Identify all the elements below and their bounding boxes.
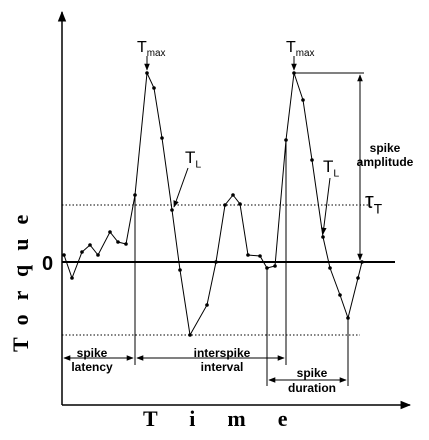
trace-point xyxy=(152,86,156,90)
amplitude-label: amplitude xyxy=(357,155,414,169)
tmax-label-sub: max xyxy=(296,48,315,59)
trace-point xyxy=(133,193,137,197)
duration-label: duration xyxy=(288,381,336,395)
tl-label: TL xyxy=(185,148,201,170)
trace-point xyxy=(321,235,325,239)
tmax-label: Tmax xyxy=(286,39,315,59)
trace-point xyxy=(124,242,128,246)
trace-points xyxy=(62,71,364,337)
trace-point xyxy=(70,276,74,280)
trace-point xyxy=(170,208,174,212)
tl-label-main: T xyxy=(185,148,195,167)
trace-point xyxy=(188,333,192,337)
tl-label-sub: L xyxy=(333,167,339,179)
trace-point xyxy=(80,250,84,254)
tmax-label-sub: max xyxy=(147,48,166,59)
interval-label: interval xyxy=(201,360,244,374)
x-axis-label: Time xyxy=(143,406,319,431)
trace-point xyxy=(205,303,209,307)
trace-point xyxy=(360,260,364,264)
trace-point xyxy=(292,71,296,75)
tl-label-sub: L xyxy=(195,158,201,170)
threshold-label: τT xyxy=(365,188,383,217)
trace-point xyxy=(108,230,112,234)
trace-point xyxy=(178,268,182,272)
tmax-label: Tmax xyxy=(137,39,166,59)
zero-label: 0 xyxy=(42,253,53,275)
y-axis-label: Torque xyxy=(8,201,33,352)
trace-point xyxy=(346,316,350,320)
trace-point xyxy=(160,136,164,140)
trace-point xyxy=(223,203,227,207)
trace-point xyxy=(338,293,342,297)
trace-point xyxy=(301,98,305,102)
trace-point xyxy=(284,138,288,142)
trace-point xyxy=(214,260,218,264)
brackets xyxy=(63,56,364,386)
trace-point xyxy=(258,254,262,258)
trace-point xyxy=(310,158,314,162)
axes xyxy=(57,10,412,410)
threshold-label-sub: T xyxy=(374,202,383,217)
trace-point xyxy=(116,240,120,244)
latency-label: spike xyxy=(77,346,108,360)
trace-point xyxy=(145,71,149,75)
trace-point xyxy=(88,243,92,247)
amplitude-label: spike xyxy=(370,141,401,155)
trace-point xyxy=(231,193,235,197)
trace-point xyxy=(356,276,360,280)
trace-point xyxy=(265,266,269,270)
trace-point xyxy=(96,253,100,257)
tmax-label-main: T xyxy=(286,39,296,56)
latency-label: latency xyxy=(71,360,113,374)
trace-point xyxy=(273,264,277,268)
duration-label: spike xyxy=(297,366,328,380)
tl-label-main: T xyxy=(323,157,333,176)
trace xyxy=(63,71,363,337)
trace-point xyxy=(246,253,250,257)
interval-label: interspike xyxy=(194,346,251,360)
threshold-label-main: τ xyxy=(365,188,374,213)
tmax-label-main: T xyxy=(137,39,147,56)
trace-point xyxy=(238,202,242,206)
trace-point xyxy=(62,253,66,257)
trace-point xyxy=(328,266,332,270)
tl-label: TL xyxy=(323,157,339,179)
